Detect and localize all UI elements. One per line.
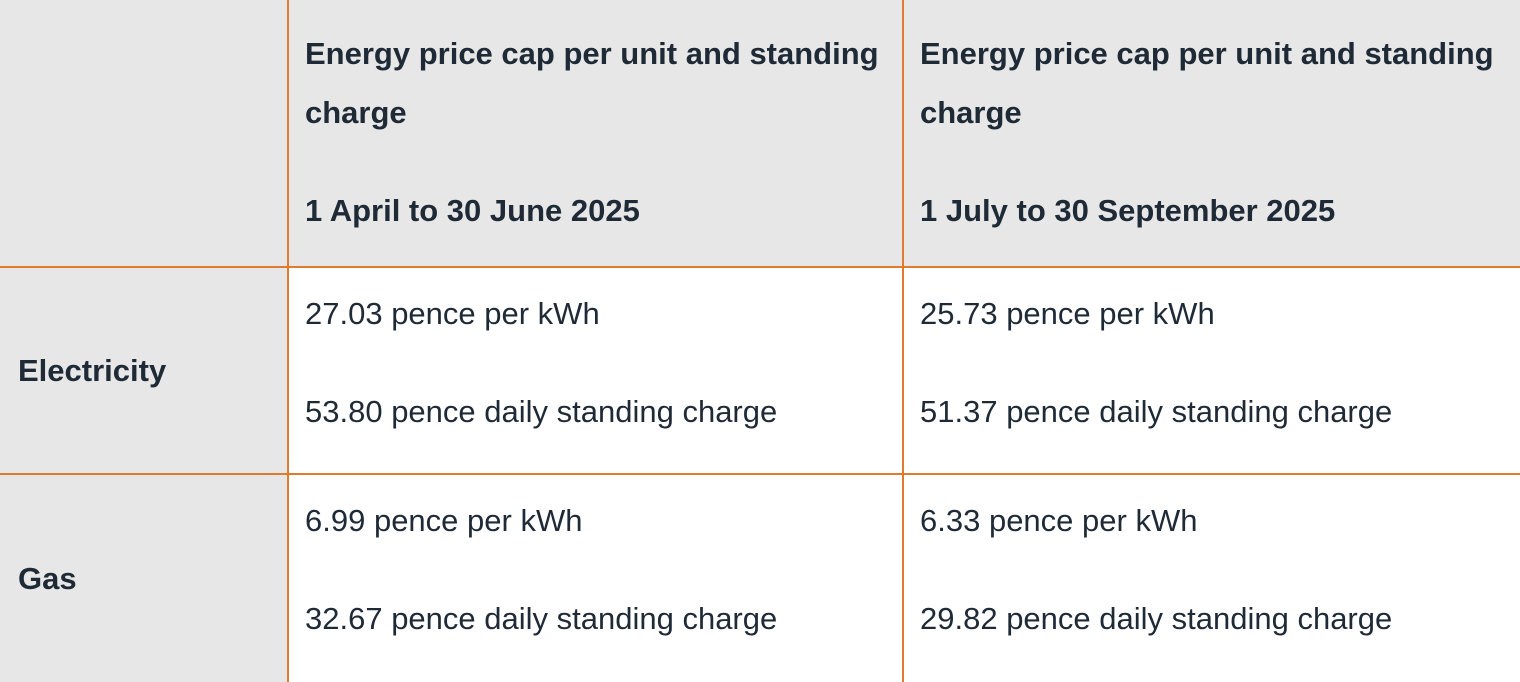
standing-charge: 29.82 pence daily standing charge bbox=[920, 601, 1393, 636]
column-header-title: Energy price cap per unit and standing c… bbox=[920, 36, 1494, 130]
column-header-period: 1 April to 30 June 2025 bbox=[305, 193, 640, 228]
row-label-gas: Gas bbox=[0, 474, 288, 682]
table-row-electricity: Electricity 27.03 pence per kWh 53.80 pe… bbox=[0, 267, 1520, 475]
electricity-april-june-cell: 27.03 pence per kWh 53.80 pence daily st… bbox=[287, 267, 903, 475]
unit-rate: 25.73 pence per kWh bbox=[920, 296, 1215, 331]
column-header-title: Energy price cap per unit and standing c… bbox=[305, 36, 879, 130]
standing-charge: 32.67 pence daily standing charge bbox=[305, 601, 778, 636]
unit-rate: 6.33 pence per kWh bbox=[920, 503, 1198, 538]
unit-rate: 6.99 pence per kWh bbox=[305, 503, 583, 538]
column-header-july-september: Energy price cap per unit and standing c… bbox=[902, 0, 1520, 268]
row-label-electricity: Electricity bbox=[0, 267, 288, 475]
table-header-row: Energy price cap per unit and standing c… bbox=[0, 0, 1520, 268]
electricity-july-september-cell: 25.73 pence per kWh 51.37 pence daily st… bbox=[902, 267, 1520, 475]
standing-charge: 53.80 pence daily standing charge bbox=[305, 394, 778, 429]
unit-rate: 27.03 pence per kWh bbox=[305, 296, 600, 331]
gas-april-june-cell: 6.99 pence per kWh 32.67 pence daily sta… bbox=[287, 474, 903, 682]
column-header-april-june: Energy price cap per unit and standing c… bbox=[287, 0, 903, 268]
table-row-gas: Gas 6.99 pence per kWh 32.67 pence daily… bbox=[0, 474, 1520, 682]
gas-july-september-cell: 6.33 pence per kWh 29.82 pence daily sta… bbox=[902, 474, 1520, 682]
standing-charge: 51.37 pence daily standing charge bbox=[920, 394, 1393, 429]
column-header-period: 1 July to 30 September 2025 bbox=[920, 193, 1336, 228]
table-corner-cell bbox=[0, 0, 288, 268]
